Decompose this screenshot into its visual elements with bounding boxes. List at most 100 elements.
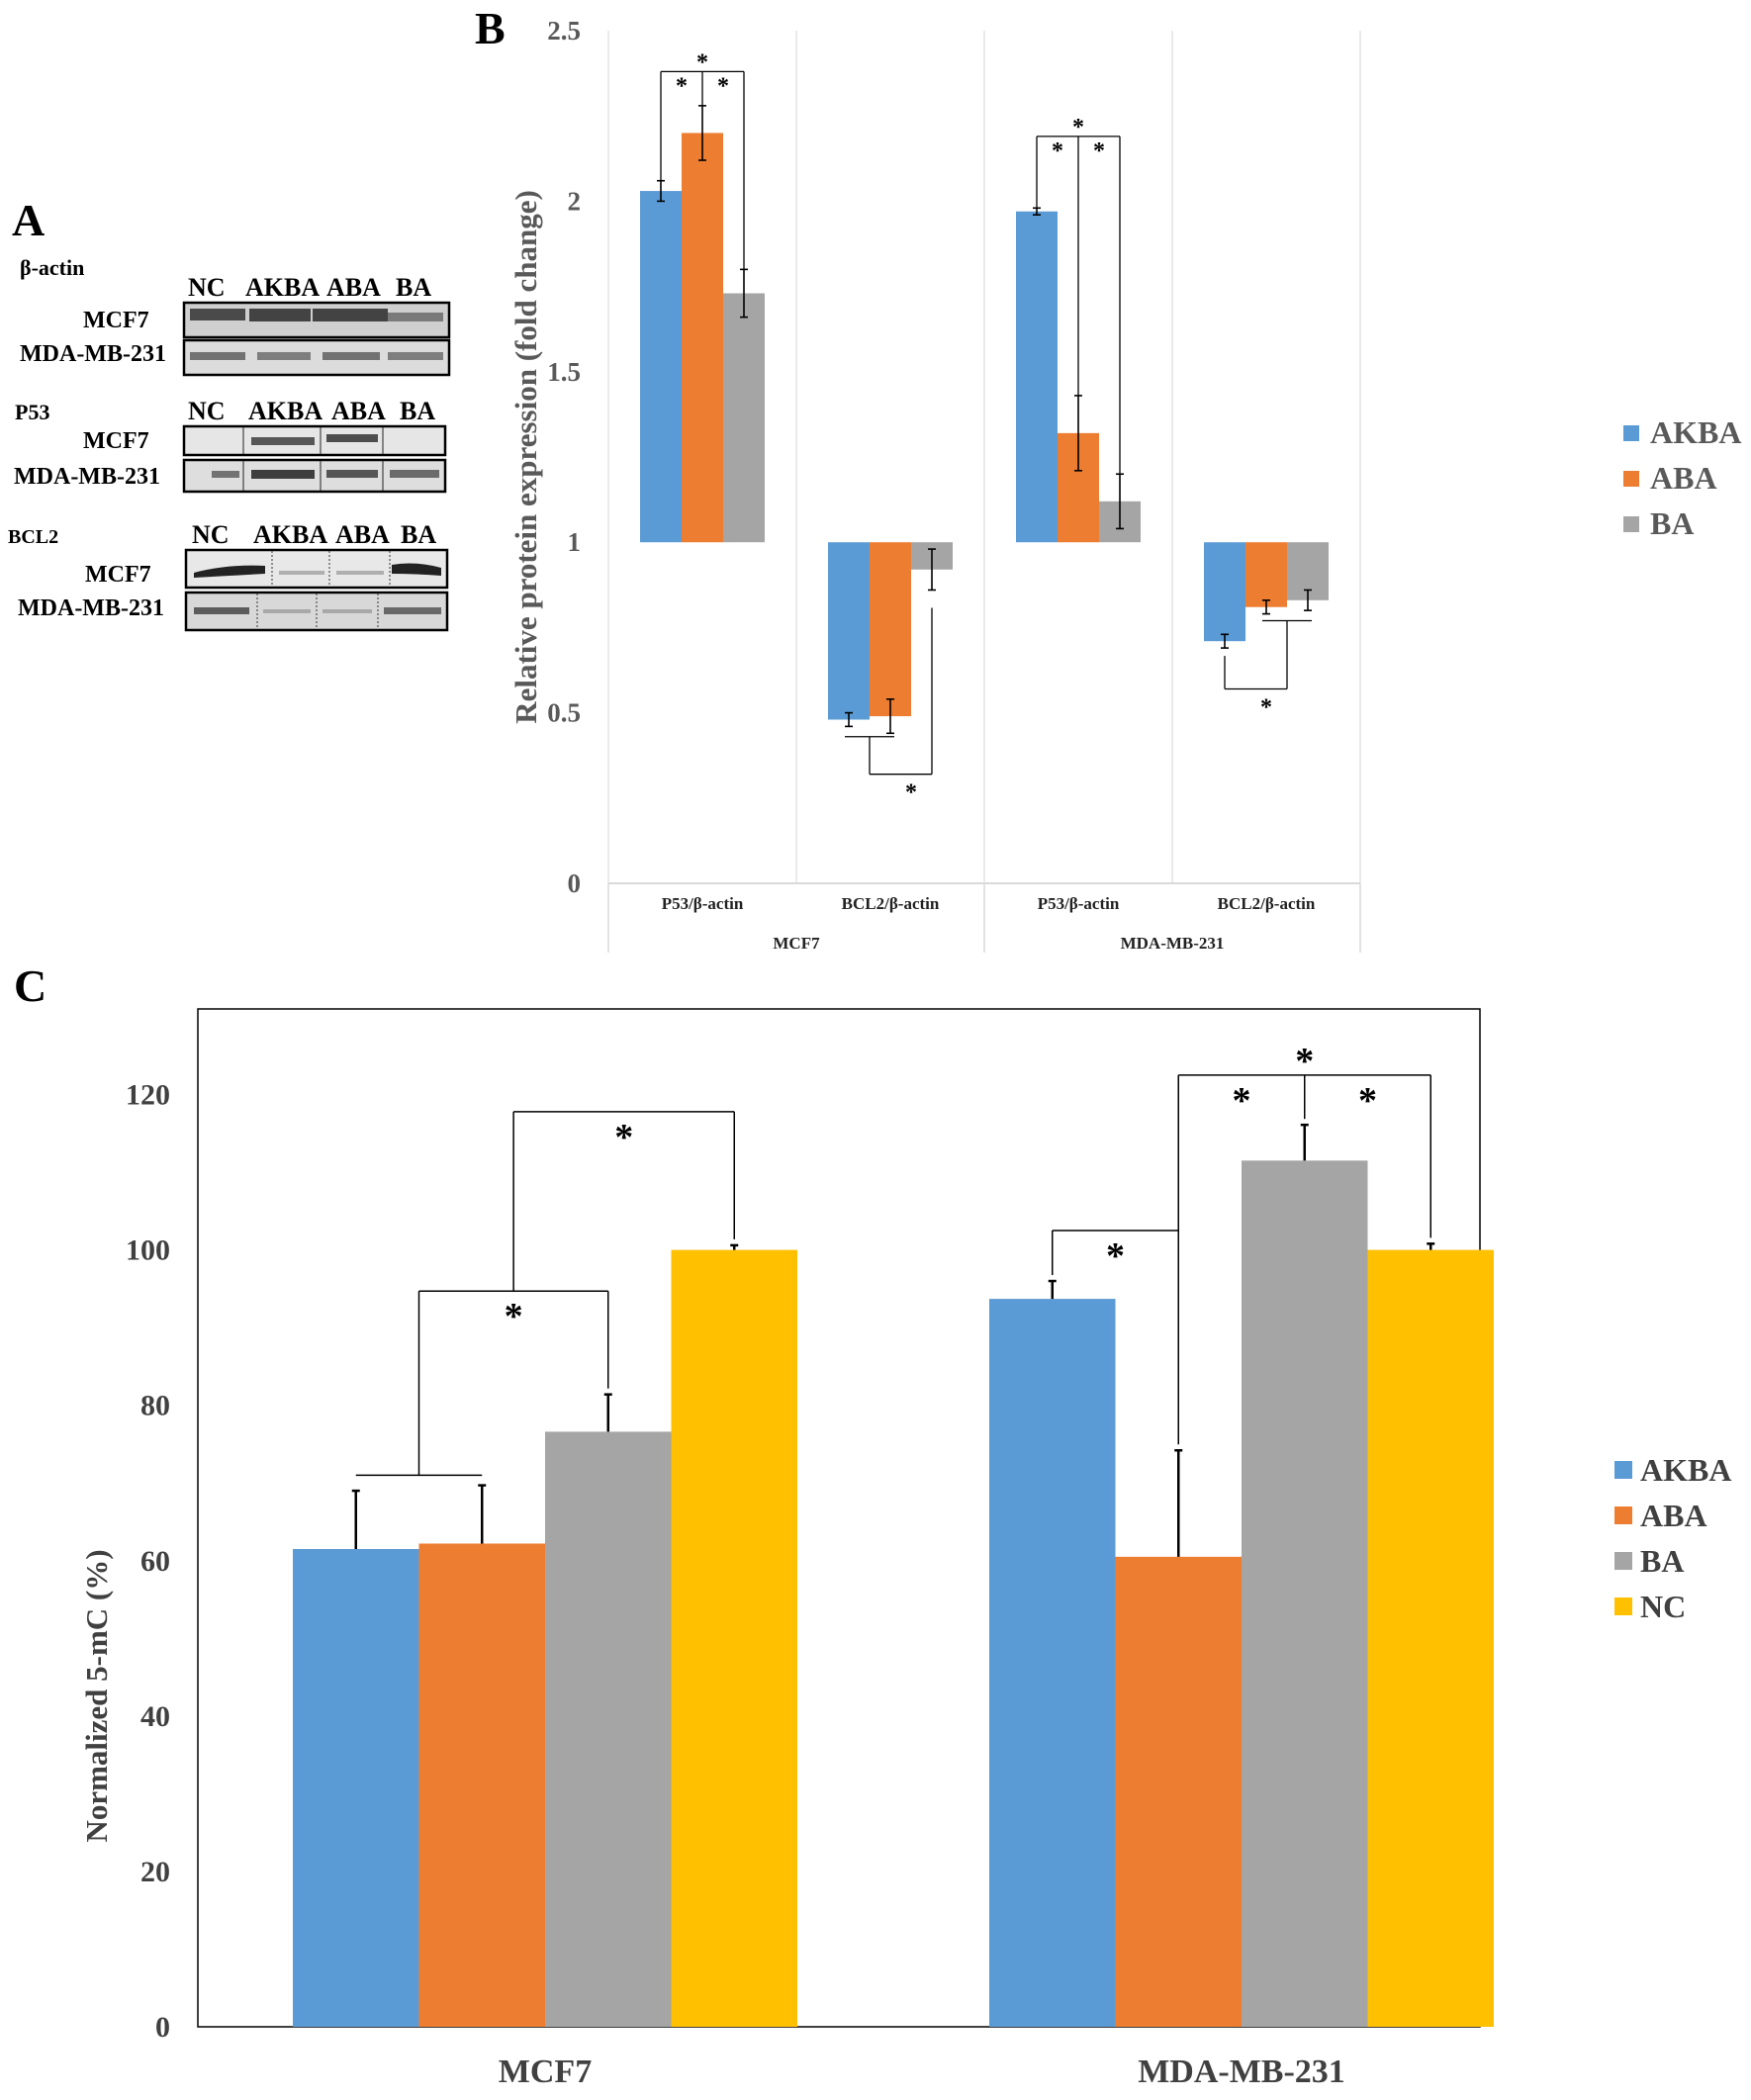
x-tick-label: MCF7 xyxy=(499,2054,592,2090)
y-tick-label: 0 xyxy=(155,2011,170,2044)
y-tick-label: 2.5 xyxy=(547,16,581,46)
blot-band xyxy=(212,471,239,478)
legend-label-aba: ABA xyxy=(1640,1498,1707,1533)
y-tick-label: 0.5 xyxy=(547,698,581,728)
x-tick-label: BCL2/β-actin xyxy=(1218,894,1316,913)
blot-band xyxy=(323,352,380,360)
bar-aba xyxy=(682,133,723,543)
blot-row-mcf7: MCF7 xyxy=(83,308,149,333)
legend-label-akba: AKBA xyxy=(1640,1452,1731,1488)
bar-aba xyxy=(1245,542,1287,607)
legend-label-ba: BA xyxy=(1640,1543,1684,1579)
lane-label-aba: ABA xyxy=(331,397,386,425)
bar-akba xyxy=(293,1548,419,2027)
blot-band xyxy=(251,470,315,479)
chart-b: 0 0.5 1 1.5 2 2.5 Relative protein expression … xyxy=(508,16,1741,953)
x-tick-label: BCL2/β-actin xyxy=(842,894,940,913)
blot-band xyxy=(388,313,443,321)
blot-band xyxy=(263,609,311,613)
lane-label-nc: NC xyxy=(192,520,230,549)
significance-star: * xyxy=(1358,1080,1377,1122)
blot-band xyxy=(388,352,443,360)
blot-band xyxy=(251,437,315,445)
bar-nc xyxy=(671,1249,797,2027)
legend-label-ba: BA xyxy=(1650,505,1694,541)
blot-row-mda-mb-231: MDA-MB-231 xyxy=(20,341,166,367)
legend-label-akba: AKBA xyxy=(1650,414,1741,450)
bar-aba xyxy=(418,1543,545,2027)
y-tick-label: 1 xyxy=(568,527,582,557)
legend-label-nc: NC xyxy=(1640,1589,1686,1624)
y-tick-label: 2 xyxy=(568,186,582,216)
significance-star: * xyxy=(1052,138,1063,164)
blot-row-mcf7: MCF7 xyxy=(85,562,151,588)
significance-star: * xyxy=(676,73,688,99)
y-tick-label: 120 xyxy=(126,1079,170,1112)
bar-akba xyxy=(989,1299,1116,2027)
blot-band xyxy=(313,309,388,321)
legend-swatch-akba xyxy=(1623,425,1639,441)
blot-title-bcl2: BCL2 xyxy=(8,526,58,548)
x-tick-label: P53/β-actin xyxy=(662,894,744,913)
blot-band xyxy=(326,434,378,442)
blot-band xyxy=(336,571,384,575)
lane-label-ba: BA xyxy=(396,273,431,302)
y-tick-label: 0 xyxy=(568,868,582,898)
bar-ba xyxy=(723,293,765,543)
bar-aba xyxy=(1115,1556,1242,2027)
legend-swatch-akba xyxy=(1614,1461,1632,1479)
lane-label-aba: ABA xyxy=(335,520,390,549)
lane-label-ba: BA xyxy=(401,520,436,549)
bar-aba xyxy=(870,542,911,717)
blot-band xyxy=(384,607,441,614)
lane-label-nc: NC xyxy=(188,397,226,425)
lane-label-akba: AKBA xyxy=(248,397,323,425)
lane-label-akba: AKBA xyxy=(245,273,320,302)
blot-row-mcf7: MCF7 xyxy=(83,428,149,454)
group-label: MCF7 xyxy=(773,934,820,953)
blot-band xyxy=(390,470,439,478)
legend-swatch-ba xyxy=(1623,516,1639,532)
blot-title-p53: P53 xyxy=(15,400,49,424)
blot-band xyxy=(323,609,372,613)
bar-akba xyxy=(640,191,682,543)
significance-star: * xyxy=(905,780,917,806)
significance-star: * xyxy=(1233,1080,1251,1122)
significance-star: * xyxy=(1295,1041,1314,1082)
group-label: MDA-MB-231 xyxy=(1121,934,1225,953)
western-blot-panel: β-actin NC AKBA ABA BA MCF7 MDA-MB-231 P… xyxy=(8,255,451,632)
bar-nc xyxy=(1367,1249,1494,2027)
blot-title-beta-actin: β-actin xyxy=(20,255,84,280)
bar-ba xyxy=(1242,1160,1368,2027)
significance-star: * xyxy=(1072,115,1084,140)
bar-akba xyxy=(828,542,870,720)
blot-band xyxy=(190,352,245,360)
blot-band xyxy=(194,607,249,614)
bar-akba xyxy=(1016,211,1058,543)
blot-band xyxy=(194,565,265,578)
blot-band xyxy=(190,309,245,320)
significance-star: * xyxy=(1093,138,1105,164)
significance-star: * xyxy=(1260,694,1272,720)
blot-band xyxy=(392,563,441,576)
lane-label-akba: AKBA xyxy=(253,520,327,549)
y-axis-label: Normalized 5-mC (%) xyxy=(79,1549,114,1842)
significance-star: * xyxy=(614,1117,633,1158)
bar-akba xyxy=(1204,542,1245,642)
blot-band xyxy=(249,309,311,321)
blot-band xyxy=(279,571,324,575)
blot-row-mda-mb-231: MDA-MB-231 xyxy=(14,464,160,490)
legend-swatch-nc xyxy=(1614,1598,1632,1615)
y-axis-label: Relative protein expression (fold change… xyxy=(508,190,543,724)
lane-label-nc: NC xyxy=(188,273,226,302)
legend-swatch-aba xyxy=(1614,1507,1632,1524)
legend-label-aba: ABA xyxy=(1650,460,1717,496)
y-tick-label: 40 xyxy=(140,1700,170,1733)
y-tick-label: 60 xyxy=(140,1545,170,1578)
y-tick-label: 20 xyxy=(140,1856,170,1888)
legend-swatch-aba xyxy=(1623,471,1639,487)
legend-swatch-ba xyxy=(1614,1552,1632,1570)
lane-label-aba: ABA xyxy=(326,273,381,302)
y-tick-label: 100 xyxy=(126,1234,170,1267)
